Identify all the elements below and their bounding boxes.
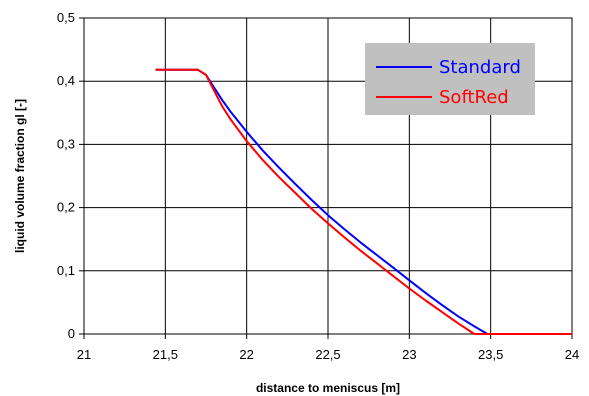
series-line-softred [155,68,572,335]
y-tick-label: 0,3 [57,136,75,151]
legend: Standard SoftRed [365,43,535,115]
x-tick-label: 22,5 [315,347,340,362]
y-tick-label: 0 [68,326,75,341]
series-lines [155,68,572,335]
legend-label-softred: SoftRed [439,87,509,108]
x-tick-label: 21,5 [153,347,178,362]
x-tick-label: 22 [239,347,253,362]
legend-box [365,43,535,115]
x-tick-label: 24 [565,347,579,362]
x-tick-label: 23 [402,347,416,362]
y-tick-label: 0,4 [57,73,75,88]
x-tick-label: 23,5 [478,347,503,362]
axis-ticks: 21 21,5 22 22,5 23 23,5 24 0 0,1 0,2 0,3 0,4 0,5 [57,10,579,362]
x-axis-title: distance to meniscus [m] [256,381,400,395]
x-tick-label: 21 [77,347,91,362]
y-axis-title: liquid volume fraction gl [-] [13,99,27,253]
y-tick-label: 0,1 [57,263,75,278]
y-tick-label: 0,2 [57,200,75,215]
legend-label-standard: Standard [439,57,521,78]
y-tick-label: 0,5 [57,10,75,25]
